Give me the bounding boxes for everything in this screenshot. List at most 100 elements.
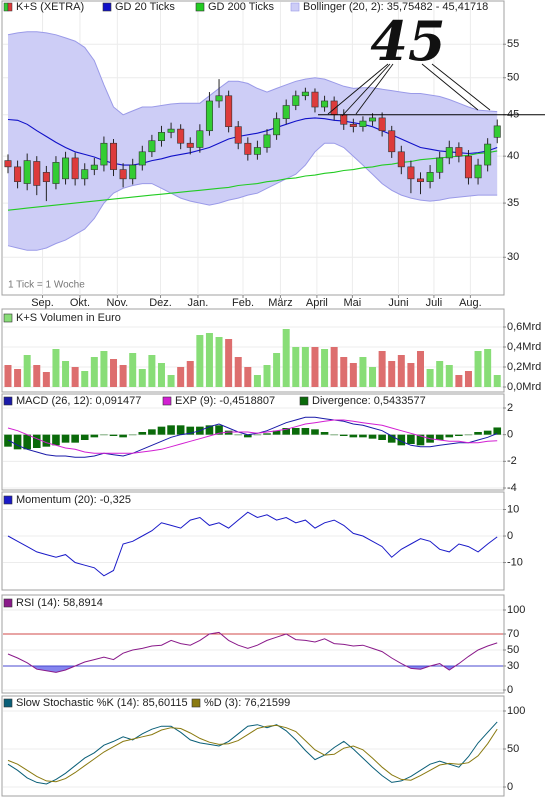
volume-bar [484, 349, 492, 387]
legend-label: Divergence: 0,5433577 [312, 395, 426, 407]
divergence-bar [263, 433, 271, 435]
y-tick-label: 0 [507, 530, 513, 542]
candle-body [205, 100, 213, 132]
candle-body [215, 95, 223, 102]
x-tick-label: April [306, 297, 328, 309]
volume-bar [244, 367, 252, 387]
candle-body [464, 155, 472, 179]
volume-bar [493, 375, 501, 387]
divergence-bar [186, 426, 195, 435]
volume-bar [225, 339, 233, 387]
y-tick-label: 0,2Mrd [507, 361, 541, 373]
divergence-bar [359, 434, 367, 438]
volume-bar [407, 363, 415, 387]
indicator-line [7, 416, 498, 458]
volume-bar [311, 347, 319, 387]
bollinger-upper [7, 31, 498, 116]
candle-body [340, 114, 348, 125]
volume-bar [196, 335, 204, 387]
y-tick-label: 10 [507, 503, 519, 515]
divergence-bar [378, 434, 386, 440]
divergence-bar [445, 434, 454, 438]
divergence-bar [176, 425, 185, 435]
y-tick-label: 50 [507, 743, 519, 755]
legend-icon [299, 396, 309, 406]
volume-bar [301, 347, 309, 387]
panel-plot [7, 721, 498, 785]
divergence-bar [42, 434, 51, 447]
divergence-bar [368, 434, 377, 439]
divergence-bar [157, 426, 166, 435]
candle-body [282, 105, 290, 119]
indicator-line [7, 419, 498, 454]
legend-label: Bollinger (20, 2): 35,75482 - 45,41718 [303, 1, 488, 13]
divergence-bar [291, 428, 300, 435]
candle-body [474, 164, 482, 179]
volume-bar [474, 351, 482, 387]
candle-body [445, 147, 453, 159]
annotation: 45 [370, 9, 445, 73]
annotation-arrow [341, 63, 391, 117]
legend-label: GD 200 Ticks [208, 1, 275, 13]
x-tick-label: Jan. [188, 297, 209, 309]
y-tick-label: 0,0Mrd [507, 381, 541, 393]
volume-bar [81, 371, 89, 387]
volume-bar [157, 363, 165, 387]
x-tick-label: Nov. [106, 297, 128, 309]
candle-body [129, 164, 137, 180]
candle-body [321, 100, 329, 108]
volume-bar [138, 369, 146, 387]
y-tick-label: 35 [507, 197, 519, 209]
volume-bar [273, 353, 281, 387]
divergence-bar [282, 428, 290, 435]
annotation-arrow [421, 63, 479, 111]
y-tick-label: -4 [507, 482, 517, 494]
divergence-bar [407, 434, 415, 444]
legend-icon [3, 313, 13, 323]
divergence-bar [330, 434, 338, 436]
y-tick-label: 30 [507, 251, 519, 263]
panel-frame [1, 695, 505, 797]
indicator-line [7, 511, 498, 577]
volume-bar [23, 355, 31, 387]
y-tick-label: 50 [507, 644, 519, 656]
divergence-bar [4, 434, 12, 447]
candle-body [388, 130, 396, 153]
volume-bar [71, 367, 79, 387]
divergence-bar [148, 429, 156, 435]
legend-icon [162, 396, 172, 406]
candle-body [253, 147, 261, 155]
candle-body [90, 164, 98, 170]
volume-bar [14, 369, 22, 387]
x-tick-label: Mai [344, 297, 362, 309]
y-tick-label: 100 [507, 604, 525, 616]
x-tick-label: Sep. [31, 297, 54, 309]
candle-body [397, 151, 405, 168]
legend-label: MACD (26, 12): 0,091477 [16, 395, 141, 407]
volume-bar [253, 375, 261, 387]
candle-body [42, 172, 50, 182]
volume-bar [292, 347, 300, 387]
divergence-bar [80, 434, 89, 440]
divergence-bar [109, 434, 118, 436]
panel-plot [7, 511, 498, 577]
y-tick-label: 30 [507, 660, 519, 672]
volume-bar [110, 359, 118, 387]
legend-icon [3, 598, 13, 608]
volume-bar [426, 369, 434, 387]
candle-body [23, 160, 31, 184]
volume-bar [340, 357, 348, 387]
candle-body [292, 95, 300, 106]
y-tick-label: 50 [507, 72, 519, 84]
volume-bar [388, 361, 396, 387]
divergence-bar [167, 425, 175, 435]
divergence-bar [215, 425, 223, 435]
volume-bar [397, 355, 405, 387]
candle-body [273, 118, 281, 136]
volume-bar [378, 351, 386, 387]
candle-body [436, 157, 444, 173]
volume-bar [186, 361, 194, 387]
candle-body [263, 134, 271, 148]
y-tick-label: -10 [507, 556, 523, 568]
divergence-bar [301, 428, 310, 435]
